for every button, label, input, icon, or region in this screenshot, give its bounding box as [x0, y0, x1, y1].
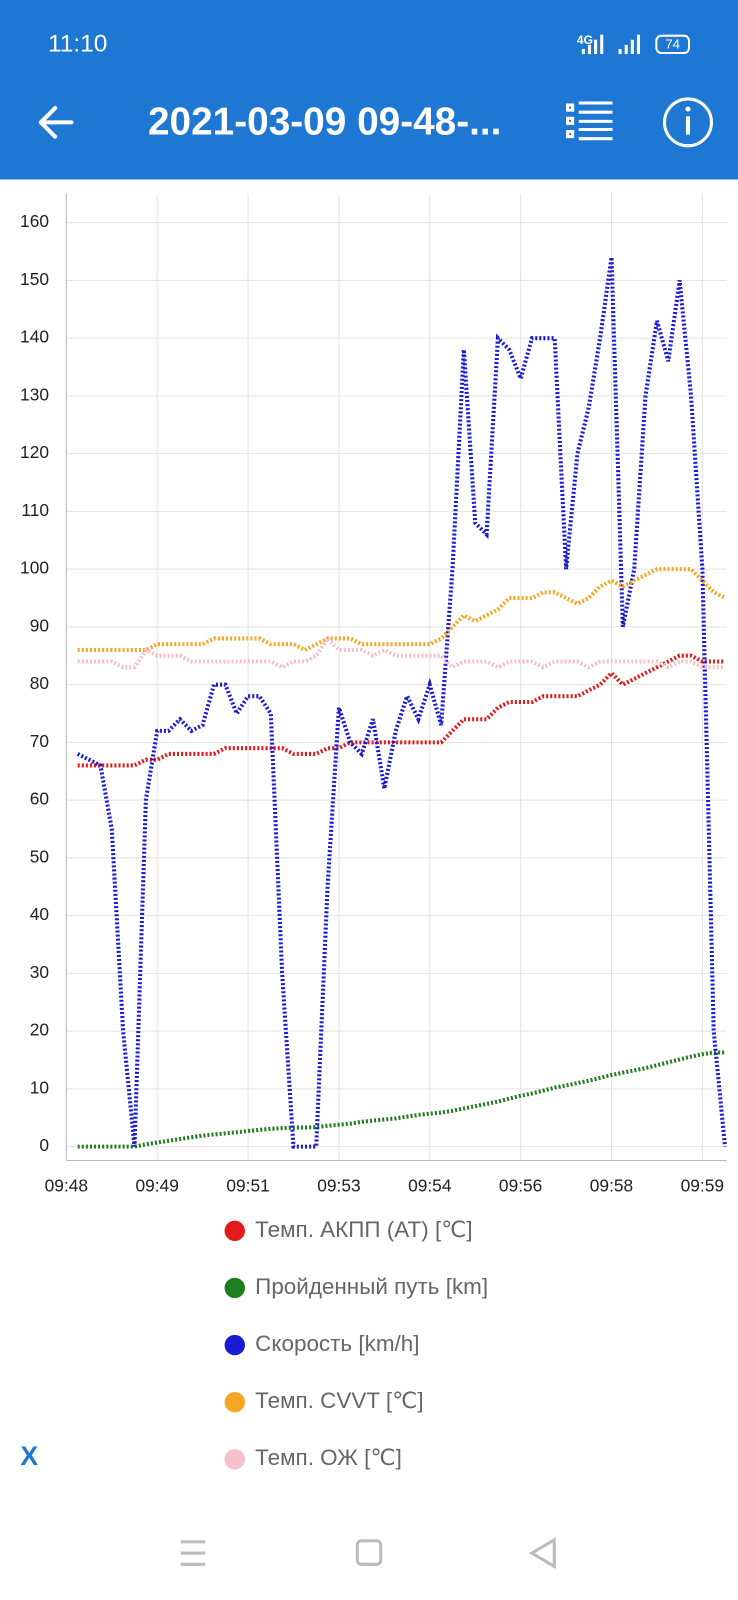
x-tick-label: 09:54 [408, 1176, 452, 1196]
y-tick-label: 50 [30, 846, 49, 866]
legend-label: Скорость [km/h] [255, 1331, 419, 1356]
app-bar [0, 0, 738, 180]
y-tick-label: 60 [30, 789, 49, 809]
back-button[interactable] [38, 106, 74, 139]
y-tick-label: 140 [20, 327, 49, 347]
y-tick-label: 90 [30, 615, 49, 635]
y-tick-label: 80 [30, 673, 49, 693]
legend-swatch [224, 1334, 245, 1356]
series-line [77, 635, 726, 670]
y-tick-label: 30 [30, 962, 49, 982]
y-tick-label: 150 [20, 269, 49, 289]
x-tick-label: 09:51 [226, 1176, 269, 1196]
nav-bar [180, 1537, 556, 1570]
legend-label: Пройденный путь [km] [255, 1274, 488, 1299]
legend-swatch [224, 1277, 245, 1299]
series-line [77, 653, 726, 768]
y-tick-label: 160 [20, 211, 49, 231]
nav-home[interactable] [355, 1539, 383, 1566]
x-tick-label: 09:59 [681, 1176, 724, 1196]
y-tick-label: 10 [30, 1077, 49, 1097]
y-tick-label: 120 [20, 442, 49, 462]
signal-icon [581, 34, 641, 55]
series-line [77, 567, 726, 653]
y-tick-label: 100 [20, 558, 49, 578]
series-line [77, 1050, 726, 1149]
nav-menu[interactable] [180, 1540, 206, 1566]
legend-swatch [224, 1220, 245, 1242]
status-time: 11:10 [48, 30, 107, 57]
y-tick-label: 70 [30, 731, 49, 751]
y-tick-label: 20 [30, 1020, 49, 1040]
nav-back[interactable] [528, 1537, 556, 1570]
battery-icon [655, 34, 691, 55]
x-tick-label: 09:53 [317, 1176, 360, 1196]
x-tick-label: 09:48 [45, 1176, 88, 1196]
info-button[interactable] [662, 97, 713, 148]
x-tick-label: 09:49 [136, 1176, 179, 1196]
legend: Темп. АКПП (AT) [℃] Пройденный путь [km] С… [224, 1217, 488, 1470]
y-tick-label: 40 [30, 904, 49, 924]
screen-title: 2021-03-09 09-48-... [148, 101, 501, 144]
x-tick-label: 09:56 [499, 1176, 542, 1196]
y-tick-label: 110 [21, 500, 49, 520]
legend-label: Темп. CVVT [℃] [255, 1388, 423, 1413]
legend-swatch [224, 1449, 245, 1470]
battery-level: 74 [665, 36, 680, 51]
legend-label: Темп. АКПП (AT) [℃] [255, 1217, 472, 1242]
y-tick-label: 130 [20, 384, 49, 404]
list-button[interactable] [566, 101, 613, 141]
network-type: 4G [577, 33, 593, 47]
y-tick-label: 0 [39, 1135, 49, 1155]
x-tick-label: 09:58 [590, 1176, 633, 1196]
chart: 0 10 20 30 40 50 60 70 80 90 100 110 120 130 140 150 160… [20, 193, 728, 1196]
legend-swatch [224, 1391, 245, 1413]
legend-label: Темп. ОЖ [℃] [255, 1445, 402, 1470]
close-button[interactable]: X [20, 1441, 38, 1471]
series-line [76, 256, 728, 1149]
